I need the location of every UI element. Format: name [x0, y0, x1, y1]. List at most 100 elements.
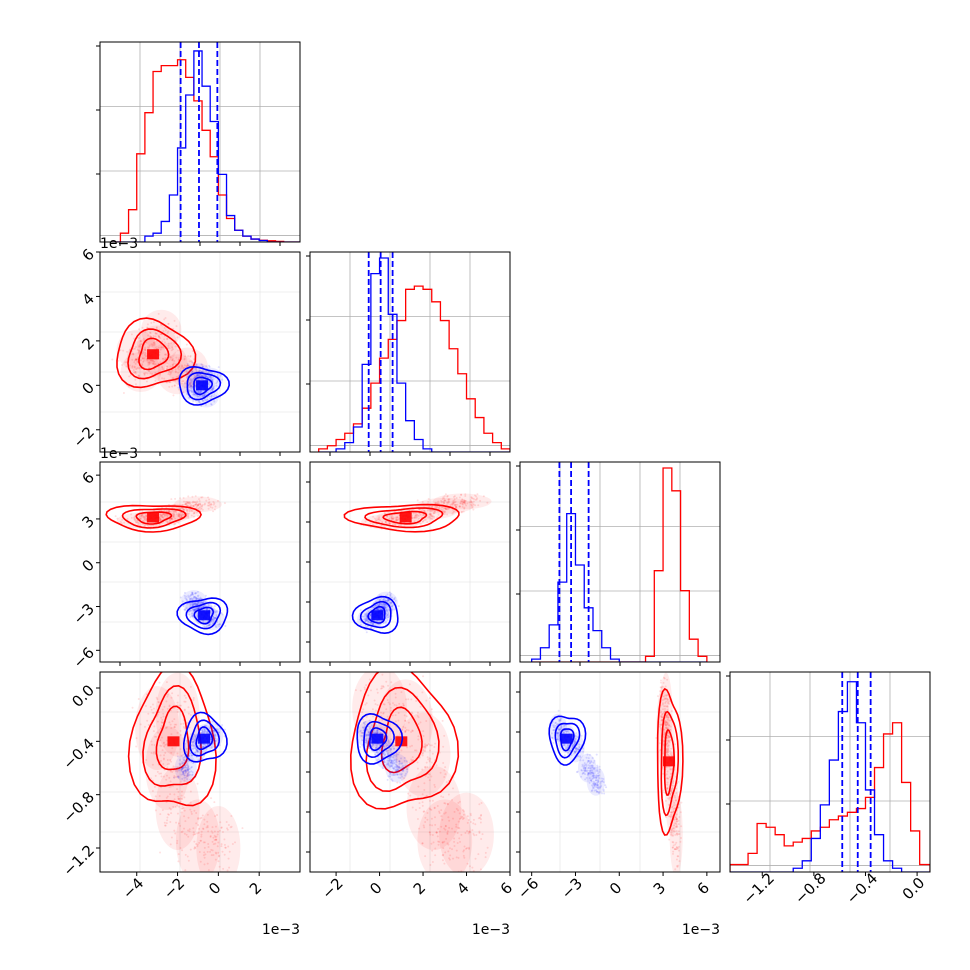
scatter-point-red — [169, 808, 172, 811]
scatter-point-blue — [397, 753, 400, 756]
scatter-point-red — [473, 834, 476, 837]
scatter-point-red — [142, 359, 145, 362]
scatter-point-red — [673, 801, 676, 804]
scatter-point-red — [425, 720, 428, 723]
scatter-point-blue — [396, 764, 399, 767]
scatter-point-blue — [384, 607, 387, 610]
scatter-point-blue — [383, 759, 386, 762]
scatter-point-blue — [394, 773, 397, 776]
histogram-blue — [112, 50, 300, 242]
scatter-point-blue — [377, 608, 380, 611]
scatter-point-blue — [402, 767, 405, 770]
scatter-point-red — [188, 501, 191, 504]
scatter-point-red — [153, 735, 156, 738]
scatter-point-red — [190, 385, 193, 388]
scatter-point-red — [675, 830, 678, 833]
scatter-point-red — [437, 840, 440, 843]
scatter-point-red — [159, 361, 162, 364]
scatter-point-red — [138, 337, 141, 340]
scatter-point-blue — [221, 613, 224, 616]
scatter-point-blue — [368, 731, 371, 734]
scatter-point-red — [163, 821, 166, 824]
scatter-point-blue — [181, 770, 184, 773]
scatter-point-red — [446, 495, 449, 498]
scatter-point-red — [169, 510, 172, 513]
density-peak-red — [147, 349, 160, 360]
y-tick-label: 3 — [79, 512, 98, 531]
scatter-point-red — [227, 857, 230, 860]
scatter-point-red — [434, 501, 437, 504]
scatter-point-red — [447, 507, 450, 510]
scatter-point-red — [670, 747, 673, 750]
scatter-point-blue — [221, 724, 224, 727]
scatter-point-red — [674, 796, 677, 799]
scatter-point-red — [430, 808, 433, 811]
scatter-point-blue — [360, 734, 363, 737]
scatter-point-red — [183, 832, 186, 835]
scatter-point-red — [143, 517, 146, 520]
scatter-point-red — [665, 742, 668, 745]
scatter-point-red — [140, 516, 143, 519]
scatter-point-red — [120, 522, 123, 525]
scatter-point-blue — [405, 760, 408, 763]
scatter-point-red — [181, 380, 184, 383]
scatter-point-red — [147, 361, 150, 364]
histogram-blue — [318, 257, 510, 452]
scatter-point-blue — [398, 751, 401, 754]
scatter-point-blue — [395, 767, 398, 770]
scatter-point-red — [402, 725, 405, 728]
scatter-point-red — [422, 514, 425, 517]
scatter-point-blue — [404, 774, 407, 777]
scatter-point-red — [173, 774, 176, 777]
scatter-point-red — [417, 517, 420, 520]
scatter-point-red — [200, 496, 203, 499]
scatter-point-red — [418, 806, 421, 809]
scatter-point-blue — [186, 764, 189, 767]
scatter-point-blue — [180, 768, 183, 771]
scatter-point-red — [164, 513, 167, 516]
scatter-point-red — [424, 774, 427, 777]
scatter-point-red — [169, 758, 172, 761]
scatter-point-blue — [198, 606, 201, 609]
scatter-point-red — [133, 371, 136, 374]
scatter-point-red — [161, 357, 164, 360]
scatter-point-blue — [198, 389, 201, 392]
scatter-point-blue — [199, 751, 202, 754]
scatter-point-blue — [182, 772, 185, 775]
scatter-point-blue — [190, 389, 193, 392]
scatter-point-blue — [374, 746, 377, 749]
contour-blue — [178, 365, 231, 406]
scatter-point-red — [207, 830, 210, 833]
contour-blue — [363, 720, 395, 759]
scatter-point-red — [172, 512, 175, 515]
scatter-point-red — [665, 714, 668, 717]
scatter-point-red — [214, 851, 217, 854]
scatter-point-red — [443, 499, 446, 502]
scatter-point-red — [432, 841, 435, 844]
scatter-point-blue — [187, 745, 190, 748]
scatter-point-red — [462, 501, 465, 504]
scatter-point-red — [166, 338, 169, 341]
scatter-point-blue — [385, 615, 388, 618]
scatter-point-red — [460, 493, 463, 496]
scatter-point-blue — [211, 378, 214, 381]
scatter-point-blue — [206, 624, 209, 627]
scatter-point-red — [669, 776, 672, 779]
scatter-point-red — [665, 777, 668, 780]
scatter-point-red — [662, 708, 665, 711]
scatter-point-red — [441, 509, 444, 512]
scatter-point-blue — [362, 726, 365, 729]
scatter-point-red — [162, 775, 165, 778]
scatter-point-red — [663, 791, 666, 794]
scatter-point-red — [414, 511, 417, 514]
scatter-point-blue — [188, 597, 191, 600]
scatter-point-red — [425, 744, 428, 747]
scatter-point-red — [391, 515, 394, 518]
scatter-point-red — [135, 358, 138, 361]
scatter-point-red — [443, 499, 446, 502]
scatter-point-blue — [384, 622, 387, 625]
scatter-point-blue — [213, 739, 216, 742]
scatter-point-blue — [369, 613, 372, 616]
scatter-point-blue — [376, 731, 379, 734]
scatter-point-red — [442, 796, 445, 799]
